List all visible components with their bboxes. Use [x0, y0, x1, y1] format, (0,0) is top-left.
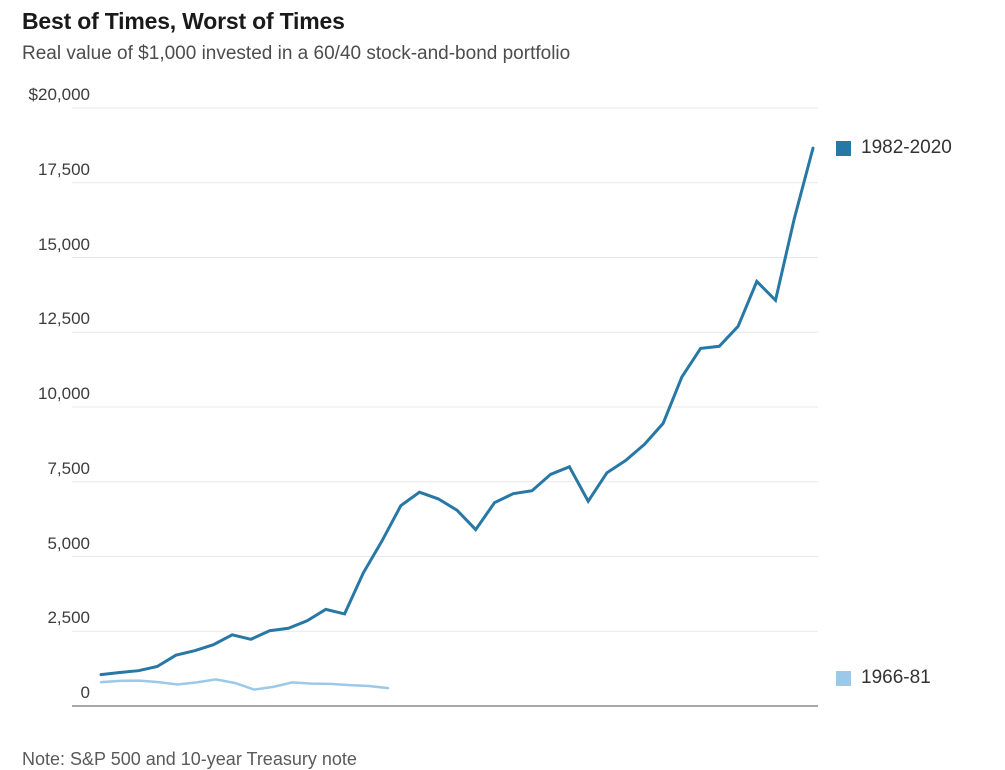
legend-label-1966-81: 1966-81 — [861, 667, 931, 688]
y-axis-tick-label: 5,000 — [47, 533, 90, 553]
y-axis-tick-label: 0 — [80, 683, 90, 702]
y-axis-tick-label: 7,500 — [47, 458, 90, 478]
legend-item-1966-81: 1966-81 — [836, 667, 931, 689]
chart-title: Best of Times, Worst of Times — [22, 8, 345, 34]
legend-item-1982-2020: 1982-2020 — [836, 137, 952, 159]
y-axis-tick-label: 12,500 — [38, 309, 90, 329]
y-axis-tick-label: 15,000 — [38, 234, 90, 254]
chart-note: Note: S&P 500 and 10-year Treasury note — [22, 749, 357, 769]
chart-header: Best of Times, Worst of Times Real value… — [22, 8, 570, 65]
y-axis-tick-label: 17,500 — [38, 159, 90, 179]
y-axis-tick-label: 10,000 — [38, 384, 90, 403]
y-axis-tick-label: 2,500 — [47, 608, 90, 628]
legend-swatch-1982-2020 — [836, 140, 851, 156]
legend-label-1982-2020: 1982-2020 — [861, 137, 952, 158]
series-line-1982-2020 — [99, 146, 815, 677]
series-line-1966-81 — [99, 678, 390, 691]
chart-subtitle: Real value of $1,000 invested in a 60/40… — [22, 43, 571, 64]
y-axis-tick-label: $20,000 — [28, 85, 90, 104]
legend-swatch-1966-81 — [836, 670, 851, 686]
